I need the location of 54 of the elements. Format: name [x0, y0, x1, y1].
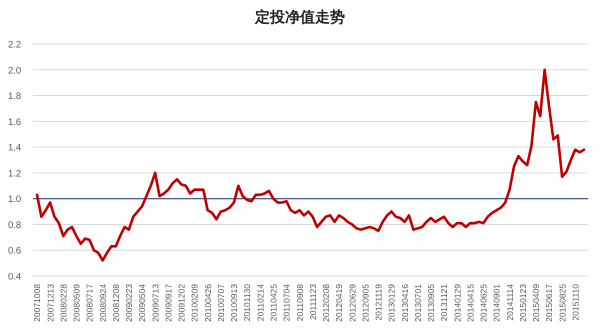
x-tick-label: 20100707: [216, 284, 226, 322]
x-tick-label: 20140901: [492, 284, 502, 322]
y-tick-label: 1.2: [8, 168, 22, 180]
x-tick-label: 20150123: [518, 284, 528, 322]
x-tick-label: 20140625: [478, 284, 489, 322]
x-tick-label: 20080509: [72, 284, 82, 322]
x-tick-label: 20080228: [58, 284, 68, 322]
y-tick-label: 2.0: [8, 65, 22, 76]
x-tick-label: 20140129: [452, 284, 462, 322]
x-tick-label: 20080924: [98, 284, 108, 322]
x-tick-label: 20101130: [242, 284, 252, 322]
chart-title: 定投净值走势: [254, 8, 345, 26]
x-tick-label: 20121119: [374, 284, 384, 321]
x-tick-label: 20100913: [229, 284, 240, 322]
x-tick-label: 20120419: [334, 284, 344, 322]
x-tick-label: 20150409: [531, 284, 542, 322]
y-tick-label: 1.8: [8, 91, 22, 102]
x-tick-label: 20151110: [570, 284, 580, 321]
x-tick-label: 20081208: [110, 284, 121, 322]
line-series: [36, 68, 586, 262]
y-tick-label: 0.8: [8, 220, 22, 231]
x-tick-label: 20090917: [163, 284, 174, 322]
x-tick-label: 20071008: [32, 284, 42, 322]
x-tick-label: 20090223: [124, 284, 134, 322]
x-tick-label: 20080717: [84, 284, 95, 322]
y-tick-label: 1.6: [8, 116, 22, 128]
x-tick-label: 20150617: [544, 284, 554, 322]
x-tick-label: 20130701: [412, 284, 423, 322]
x-tick-label: 20140415: [465, 284, 476, 322]
x-tick-label: 20111123: [308, 284, 318, 320]
x-tick-label: 20110908: [294, 284, 305, 322]
y-tick-label: 1.4: [8, 142, 22, 154]
x-tick-label: 20120905: [360, 284, 370, 322]
x-tick-label: 20110704: [282, 284, 292, 322]
x-tick-label: 20141114: [504, 284, 515, 321]
x-tick-label: 20120208: [321, 284, 332, 322]
x-tick-label: 20110425: [268, 284, 279, 322]
x-tick-label: 20090713: [150, 284, 160, 322]
x-tick-label: 20130129: [386, 284, 397, 322]
x-tick-label: 20071213: [45, 284, 56, 322]
x-tick-label: 20100426: [202, 284, 213, 322]
x-tick-label: 20130416: [400, 284, 410, 322]
y-tick-label: 0.4: [8, 272, 22, 282]
x-tick-label: 20110214: [255, 284, 266, 322]
x-tick-label: 20100209: [190, 284, 200, 322]
x-tick-label: 20131121: [439, 284, 450, 322]
y-tick-label: 2.2: [8, 40, 22, 50]
y-tick-label: 0.6: [8, 246, 22, 257]
x-tick-label: 20090504: [137, 284, 148, 322]
x-tick-label: 20150825: [557, 284, 568, 322]
x-tick-label: 20120629: [347, 284, 358, 322]
x-tick-label: 20130905: [426, 284, 436, 322]
y-tick-label: 1.0: [8, 194, 22, 206]
x-tick-label: 20091202: [176, 284, 187, 322]
